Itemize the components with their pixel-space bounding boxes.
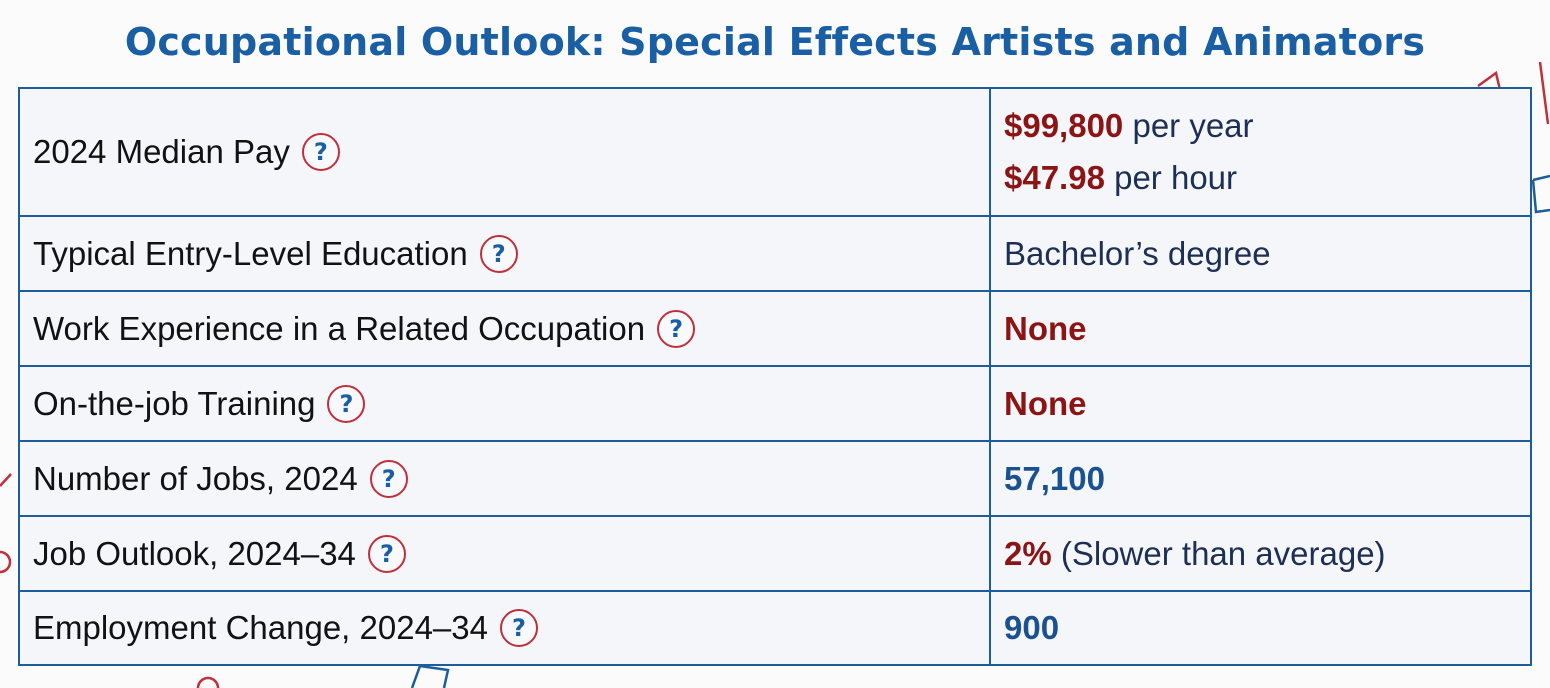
row-label-cell: Job Outlook, 2024–34 ? (20, 517, 991, 590)
decor-arc-left (0, 550, 12, 574)
hourly-pay-unit: per hour (1104, 159, 1238, 196)
question-circle-icon[interactable]: ? (301, 133, 340, 171)
table-row-training: On-the-job Training ? None (20, 367, 1530, 442)
row-label: On-the-job Training (33, 384, 316, 422)
question-circle-icon[interactable]: ? (367, 534, 406, 573)
row-label-cell: Work Experience in a Related Occupation … (20, 292, 991, 365)
decor-square-bottom (410, 664, 450, 688)
annual-pay-amount: $99,800 (1004, 107, 1124, 144)
row-value: None (1004, 384, 1087, 422)
row-value-cell: 2% (Slower than average) (991, 517, 1530, 590)
page-title: Occupational Outlook: Special Effects Ar… (124, 20, 1426, 64)
row-label-cell: Typical Entry-Level Education ? (20, 217, 991, 290)
decor-line-left (0, 473, 12, 487)
row-value: Bachelor’s degree (1004, 234, 1271, 272)
row-label-cell: Employment Change, 2024–34 ? (20, 592, 991, 664)
quick-facts-table: 2024 Median Pay ? $99,800 per year $47.9… (18, 87, 1532, 666)
row-value-cell: None (991, 367, 1530, 440)
row-value-cell: None (991, 292, 1530, 365)
table-row-education: Typical Entry-Level Education ? Bachelor… (20, 217, 1530, 292)
row-label-cell: On-the-job Training ? (20, 367, 991, 440)
row-value: 900 (1004, 609, 1060, 646)
hourly-pay-amount: $47.98 (1004, 159, 1105, 196)
hourly-pay: $47.98 per hour (1004, 152, 1530, 204)
row-label-cell: 2024 Median Pay ? (20, 89, 991, 215)
row-label: Number of Jobs, 2024 (33, 459, 358, 497)
question-circle-icon[interactable]: ? (657, 309, 696, 348)
row-value-cell: 57,100 (991, 442, 1530, 515)
question-circle-icon[interactable]: ? (369, 459, 408, 498)
row-label-cell: Number of Jobs, 2024 ? (20, 442, 991, 515)
row-value-note: (Slower than average) (1051, 534, 1386, 572)
question-circle-icon[interactable]: ? (327, 384, 366, 423)
row-label: Work Experience in a Related Occupation (33, 309, 646, 347)
table-row-median-pay: 2024 Median Pay ? $99,800 per year $47.9… (20, 89, 1530, 217)
decor-circle-bottom (196, 676, 220, 688)
row-value-cell: $99,800 per year $47.98 per hour (991, 89, 1530, 215)
row-value-cell: 900 (991, 592, 1530, 664)
row-label: 2024 Median Pay (33, 133, 290, 170)
table-row-job-outlook: Job Outlook, 2024–34 ? 2% (Slower than a… (20, 517, 1530, 592)
row-value: 2% (1004, 534, 1052, 572)
annual-pay-unit: per year (1123, 107, 1254, 144)
table-row-number-of-jobs: Number of Jobs, 2024 ? 57,100 (20, 442, 1530, 517)
annual-pay: $99,800 per year (1004, 100, 1530, 152)
question-circle-icon[interactable]: ? (499, 609, 538, 647)
question-circle-icon[interactable]: ? (479, 234, 518, 273)
table-row-employment-change: Employment Change, 2024–34 ? 900 (20, 592, 1530, 664)
row-label: Employment Change, 2024–34 (33, 609, 488, 646)
row-value: 57,100 (1004, 459, 1105, 497)
decor-square-right (1531, 174, 1550, 214)
job-outlook-value: 2% (Slower than average) (1004, 535, 1530, 573)
row-value-cell: Bachelor’s degree (991, 217, 1530, 290)
row-label: Job Outlook, 2024–34 (33, 534, 356, 572)
row-label: Typical Entry-Level Education (33, 234, 468, 272)
table-row-work-experience: Work Experience in a Related Occupation … (20, 292, 1530, 367)
decor-line-right (1538, 61, 1550, 125)
row-value: None (1004, 309, 1087, 347)
